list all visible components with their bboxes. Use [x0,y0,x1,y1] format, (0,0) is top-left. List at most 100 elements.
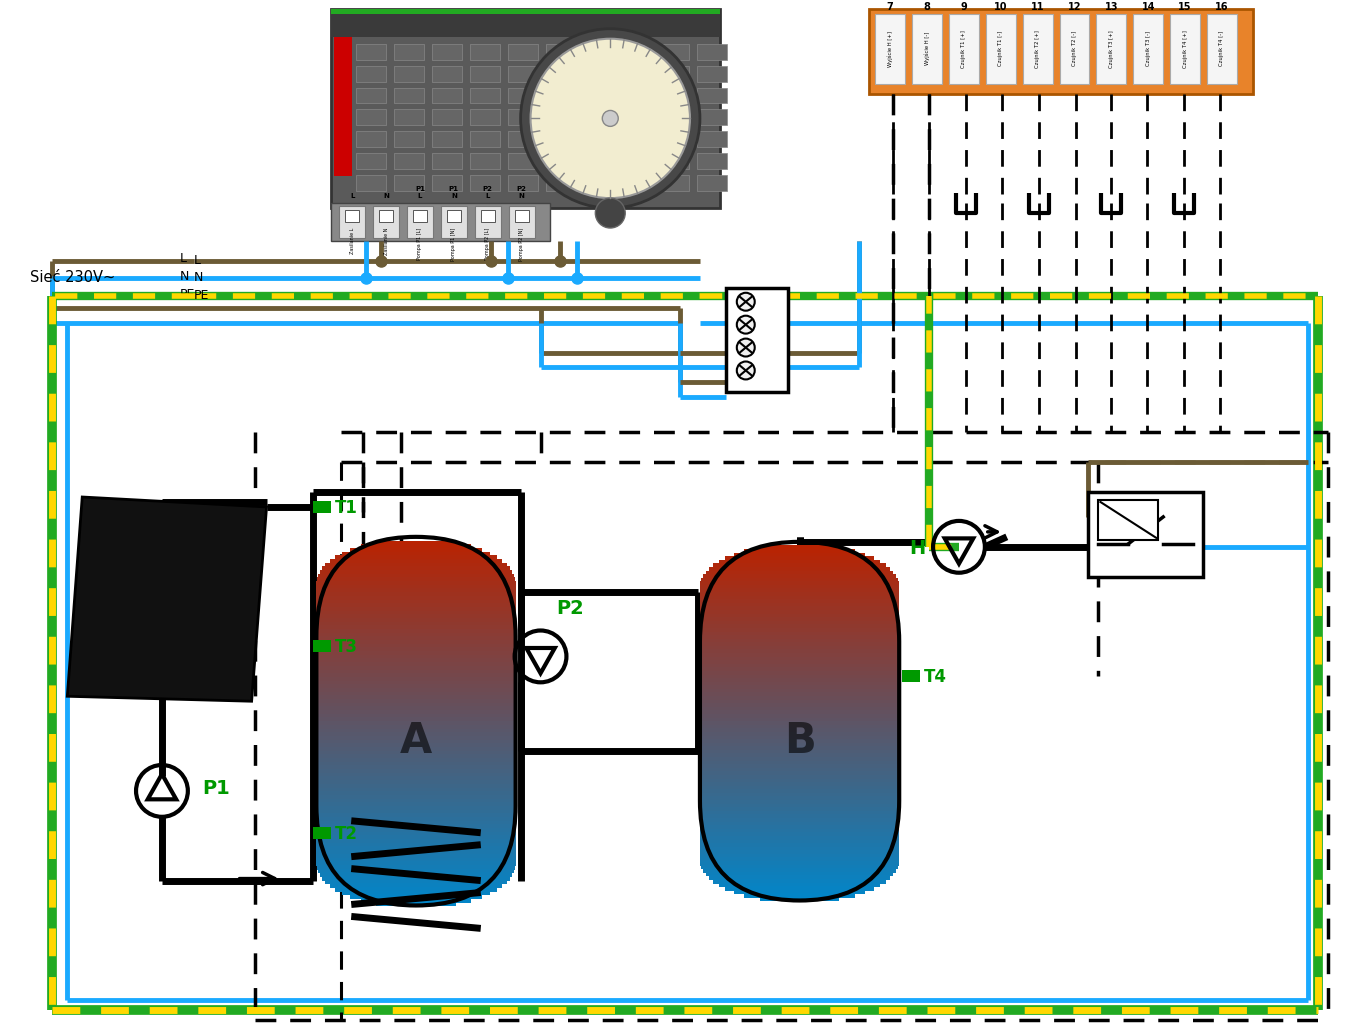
Bar [432,153,462,170]
Bar [325,880,507,884]
Bar [700,642,899,647]
Bar [700,764,899,769]
Bar [316,621,515,627]
Bar [1096,13,1126,84]
Bar [700,660,899,665]
Bar [507,65,537,82]
Bar [545,88,576,103]
Bar [621,175,651,191]
Bar [342,551,491,556]
Bar [700,750,899,755]
Bar [621,65,651,82]
Bar [316,592,515,597]
Bar [316,662,515,667]
Bar [700,600,899,604]
Bar [357,131,385,147]
Text: 15: 15 [1178,2,1192,11]
Text: L: L [194,254,201,268]
Bar [700,721,899,726]
Bar [700,861,899,865]
Bar [316,755,515,759]
Bar [316,725,515,730]
Bar [545,43,576,60]
Text: Zasilanie N: Zasilanie N [384,229,388,255]
Bar [701,578,898,582]
Bar [432,65,462,82]
Bar [394,131,424,147]
Bar [700,782,899,787]
Bar [432,110,462,125]
Text: Czujnik T2 [-]: Czujnik T2 [-] [1072,31,1077,66]
Bar [316,777,515,781]
Bar [470,110,500,125]
Circle shape [737,293,755,310]
Bar [700,632,899,636]
Bar [357,175,385,191]
Circle shape [530,38,690,199]
Bar [316,633,515,637]
Text: Czujnik T3 [-]: Czujnik T3 [-] [1146,31,1151,66]
Bar [545,110,576,125]
Bar [335,37,353,176]
Text: Czujnik T2 [+]: Czujnik T2 [+] [1035,30,1040,67]
Bar [545,65,576,82]
Bar [316,629,515,634]
Text: Pompa P2 [L]: Pompa P2 [L] [485,229,491,261]
Bar [700,843,899,848]
Bar [317,574,514,578]
Bar [316,835,515,840]
Text: 10: 10 [994,2,1007,11]
Bar [700,796,899,801]
Text: P2
L: P2 L [483,186,492,200]
Text: Zasilanie L: Zasilanie L [350,229,354,254]
Bar [316,769,515,773]
Text: 14: 14 [1141,2,1155,11]
Bar [320,570,513,575]
Bar [317,869,514,874]
Text: P1: P1 [202,780,230,798]
Bar [316,713,515,719]
Bar [316,692,515,696]
Bar [316,791,515,796]
Bar [745,549,854,553]
Bar [584,153,614,170]
Bar [734,889,865,894]
Bar [507,110,537,125]
Text: N: N [180,270,189,283]
Bar [331,203,551,241]
Text: Wyjście H [-]: Wyjście H [-] [924,32,930,65]
Bar [912,13,942,84]
Bar [316,795,515,799]
Bar [659,65,689,82]
Bar [714,564,886,568]
Bar [697,88,727,103]
Text: 8: 8 [924,2,931,11]
Bar [700,703,899,708]
Bar [316,626,515,630]
Bar [470,88,500,103]
Bar [700,689,899,694]
Bar [709,567,890,572]
Bar [379,210,394,222]
Text: Pompa P1 [N]: Pompa P1 [N] [451,229,457,262]
Bar [350,548,483,552]
Text: P1
N: P1 N [448,186,459,200]
Bar [700,786,899,790]
Bar [697,153,727,170]
Bar [316,680,515,686]
Bar [514,210,529,222]
Bar [1059,13,1089,84]
Bar [339,206,365,238]
Bar [316,831,515,837]
Bar [700,635,899,640]
Bar [734,552,865,557]
Bar [316,751,515,756]
Bar [700,789,899,794]
Text: N: N [194,271,204,284]
Bar [700,625,899,629]
Bar [316,857,515,862]
Bar [584,175,614,191]
Bar [700,700,899,704]
Bar [394,65,424,82]
Bar [316,706,515,711]
